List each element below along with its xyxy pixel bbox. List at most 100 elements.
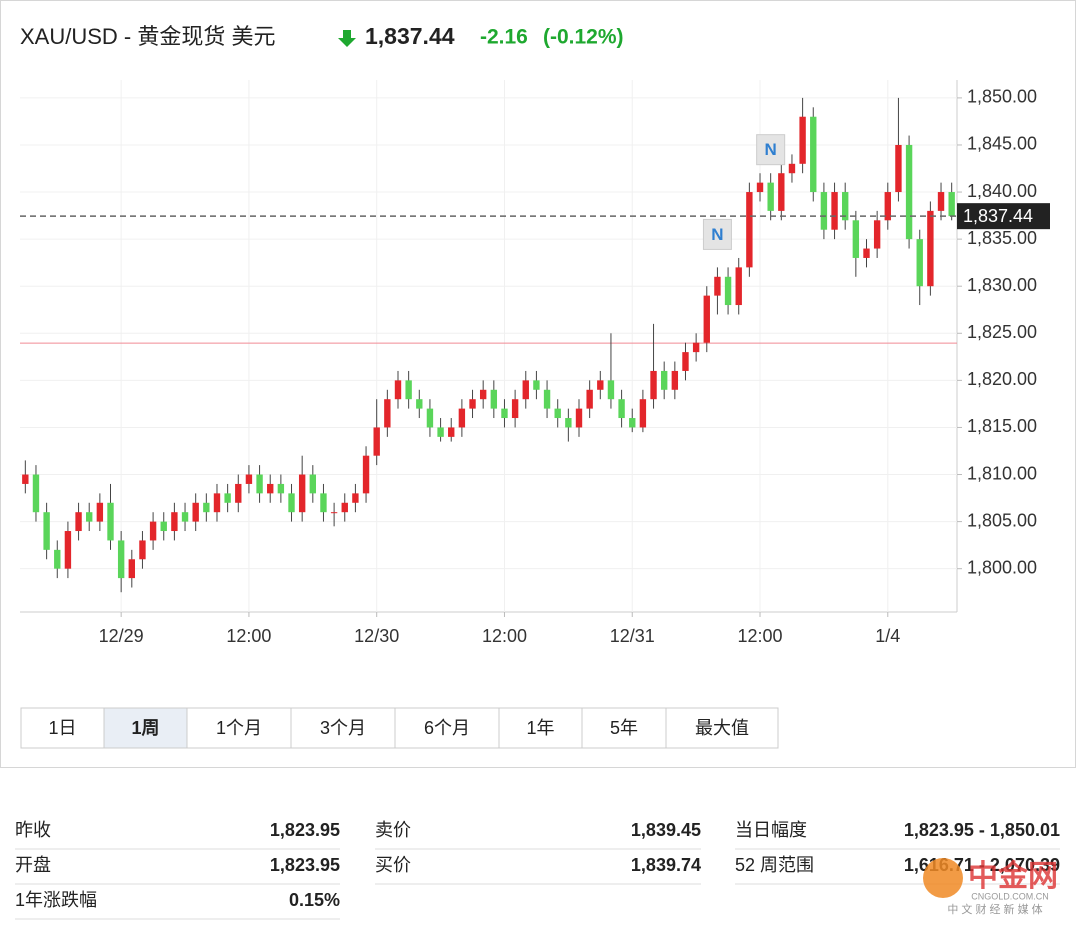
x-tick-label: 12/31 [610, 626, 655, 646]
candle-body [32, 474, 40, 513]
candle-body [682, 352, 689, 371]
candle-body [181, 512, 189, 522]
candle-body [235, 483, 242, 503]
candle-body [629, 418, 636, 428]
stat-value: 1,823.95 - 1,850.01 [904, 820, 1060, 840]
y-tick-label: 1,805.00 [967, 510, 1037, 530]
x-tick-label: 12/29 [99, 626, 144, 646]
range-button[interactable] [103, 707, 188, 749]
y-tick-label: 1,850.00 [967, 87, 1037, 107]
price: 1,837.44 [365, 23, 455, 49]
event-marker-label: N [765, 140, 777, 159]
range-button[interactable] [665, 707, 779, 749]
candle-body [203, 502, 210, 513]
candle-body [799, 116, 806, 164]
candle-body [22, 474, 29, 484]
candle-body [724, 276, 732, 306]
candle-body [554, 408, 561, 419]
range-button[interactable] [394, 707, 500, 749]
y-tick-label: 1,810.00 [967, 463, 1037, 483]
candle-body [373, 427, 380, 456]
candle-body [43, 512, 50, 550]
candle-body [352, 493, 359, 503]
candle-body [64, 531, 72, 569]
candle-body [309, 474, 317, 494]
range-button-label: 1年 [526, 718, 554, 738]
candle-body [618, 399, 625, 419]
y-tick-label: 1,825.00 [967, 322, 1037, 342]
candle-body [96, 502, 104, 522]
candle-body [660, 370, 668, 390]
y-tick-label: 1,845.00 [967, 134, 1037, 154]
range-button[interactable] [498, 707, 583, 749]
candle-body [607, 380, 615, 400]
last-price-box [957, 203, 1050, 230]
y-tick-label: 1,800.00 [967, 557, 1037, 577]
candle-body [362, 455, 370, 494]
candle-body [852, 220, 860, 258]
candle-body [75, 512, 82, 532]
y-tick-label: 1,835.00 [967, 228, 1037, 248]
candle-body [320, 493, 327, 513]
candle-body [778, 173, 785, 211]
x-tick-label: 1/4 [875, 626, 900, 646]
candle-body [245, 474, 253, 484]
x-tick-label: 12/30 [354, 626, 399, 646]
range-button[interactable] [581, 707, 667, 749]
candle-body [703, 295, 710, 343]
candle-body [511, 399, 519, 419]
range-button-label: 最大值 [695, 718, 749, 738]
candle-body [458, 408, 466, 428]
candle-body [756, 182, 764, 193]
candle-body [788, 163, 796, 174]
candle-body [586, 389, 593, 409]
candle-body [426, 408, 434, 428]
candle-body [341, 502, 348, 513]
candle-body [490, 389, 498, 409]
plot: 1,800.00 1,805.00 1,810.00 1,815.00 1,820.00… [20, 80, 1050, 646]
candle-body [384, 399, 391, 428]
candle-body [927, 210, 934, 287]
range-button-label: 3个月 [320, 718, 366, 738]
event-marker[interactable] [702, 218, 732, 250]
candle-body [224, 493, 231, 503]
candle-body [543, 389, 551, 409]
candle-body [937, 192, 945, 211]
candle-body [522, 380, 529, 400]
y-tick-label: 1,820.00 [967, 369, 1037, 389]
candle-body [86, 512, 93, 522]
x-tick-label: 12:00 [737, 626, 782, 646]
stat-value: 1,823.95 [270, 820, 340, 840]
candle-body [820, 192, 828, 230]
y-tick-label: 1,830.00 [967, 275, 1037, 295]
candle-body [810, 116, 817, 193]
stat-value: 0.15% [289, 890, 340, 910]
candle-body [746, 192, 753, 268]
candle-body [149, 521, 157, 541]
watermark-name: 中金网 [968, 859, 1058, 893]
stat-value: 1,823.95 [270, 855, 340, 875]
candle-body [405, 380, 412, 400]
candle-body [650, 370, 657, 400]
candle-body [767, 182, 774, 211]
candle-body [533, 380, 540, 390]
range-button-label: 1个月 [216, 718, 262, 738]
candle-body [873, 220, 881, 249]
event-marker-label: N [711, 225, 723, 244]
watermark-site: CNGOLD.COM.CN [971, 891, 1049, 901]
range-button[interactable] [20, 707, 105, 749]
range-button[interactable] [290, 707, 396, 749]
candle-body [298, 474, 306, 513]
stat-value: 1,839.45 [631, 820, 701, 840]
candle-body [277, 483, 285, 494]
candle-body [139, 540, 146, 560]
candle-body [213, 493, 221, 513]
candle-body [597, 380, 604, 390]
event-marker[interactable] [756, 134, 786, 166]
candle-body [107, 502, 114, 541]
stat-label: 1年涨跌幅 [15, 890, 97, 910]
stat-label: 开盘 [15, 855, 51, 875]
candle-body [831, 192, 838, 230]
candle-body [160, 521, 167, 532]
